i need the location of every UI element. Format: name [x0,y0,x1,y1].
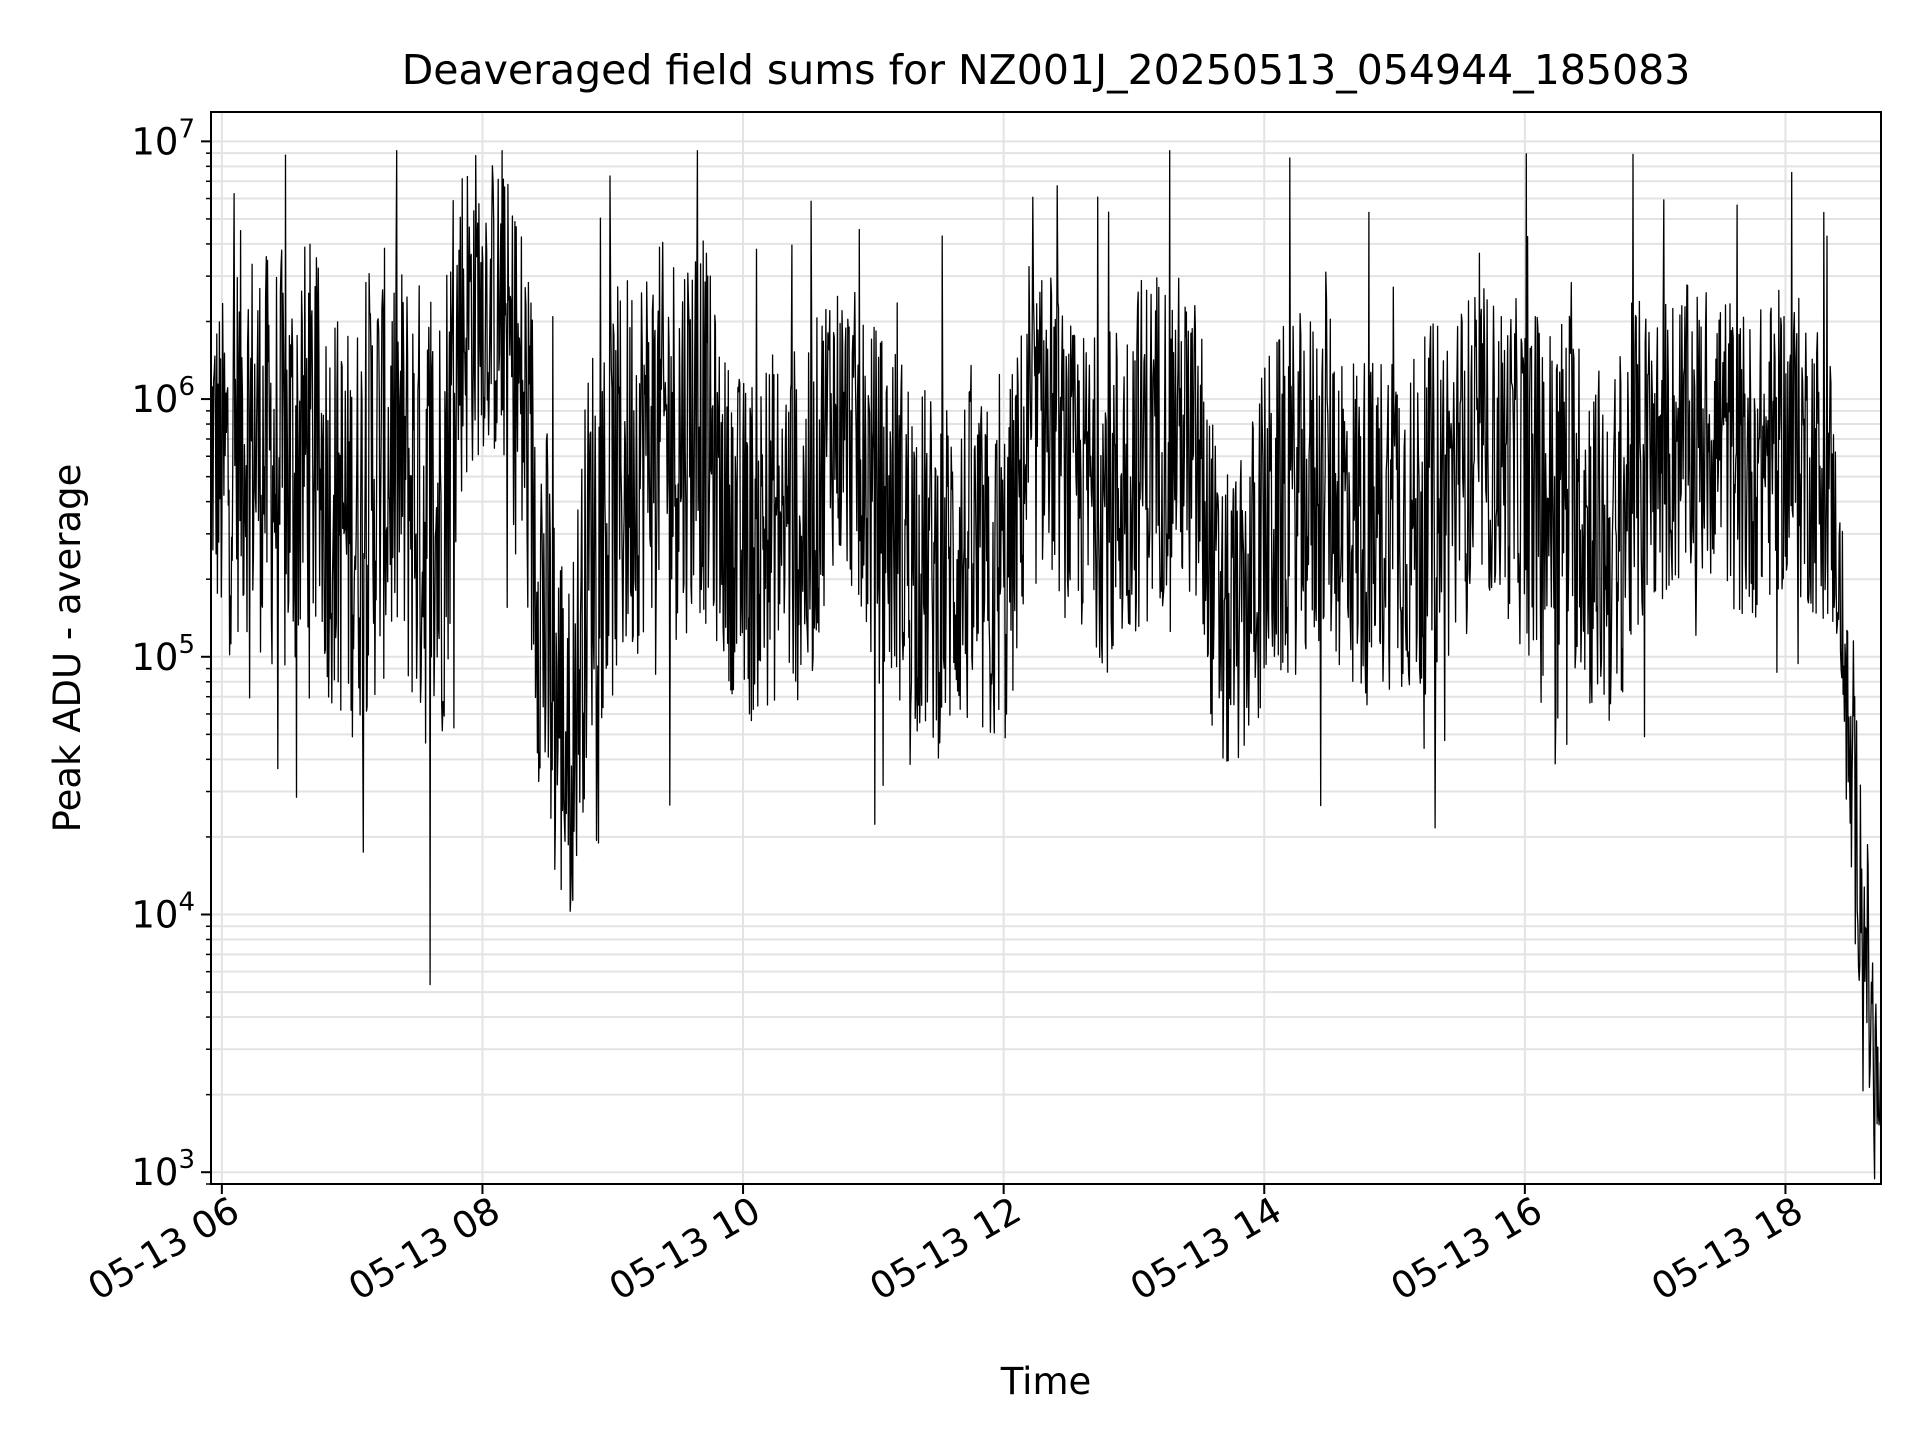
y-tick-label: 103 [131,1145,195,1194]
grid [211,112,1881,1185]
series-layer [210,150,1882,1180]
y-tick-label: 106 [131,372,195,421]
y-tick-label: 107 [131,114,195,163]
y-axis: 103 104 105 106 107 [131,114,211,1194]
x-axis-label: Time [1000,1360,1092,1403]
y-tick-label: 104 [131,887,195,936]
y-axis-label: Peak ADU - average [46,464,89,833]
chart-title: Deaveraged field sums for NZ001J_2025051… [402,46,1691,94]
series-line [210,150,1882,1180]
y-tick-label: 105 [131,630,195,679]
plot-area-frame [210,111,1882,1185]
